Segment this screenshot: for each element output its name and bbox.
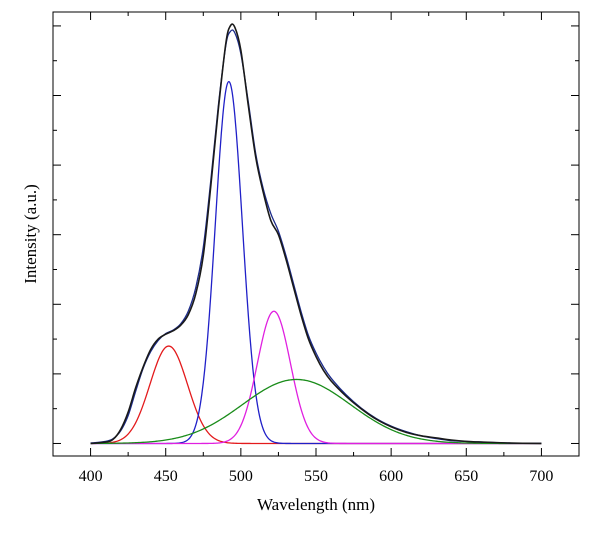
x-tick-label-400: 400: [79, 468, 103, 485]
x-tick-label-450: 450: [154, 468, 178, 485]
series-line-3: [90, 80, 542, 445]
x-tick-label-550: 550: [304, 468, 328, 485]
series-line-1: [90, 29, 542, 445]
y-axis-title: Intensity (a.u.): [21, 184, 40, 284]
x-tick-label-600: 600: [379, 468, 403, 485]
y-axis-ticks: [53, 25, 579, 444]
series-line-4: [90, 310, 542, 445]
x-axis-title: Wavelength (nm): [257, 495, 375, 514]
x-axis-ticks: 400 450 500 550 600 650 700: [79, 12, 553, 485]
x-tick-label-650: 650: [454, 468, 478, 485]
x-tick-label-700: 700: [529, 468, 553, 485]
plot-frame: [52, 11, 580, 457]
x-tick-label-500: 500: [229, 468, 253, 485]
series-line-5: [90, 378, 542, 445]
series-line-2: [90, 345, 542, 445]
series-line-0: [90, 23, 542, 445]
series-layer: [90, 23, 542, 445]
